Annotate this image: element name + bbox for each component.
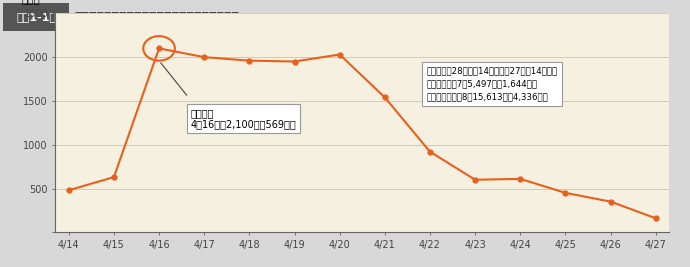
FancyBboxPatch shape [3, 3, 69, 31]
Text: （人）: （人） [21, 0, 40, 5]
Text: ピーク時
4月16日　2,100人（569隊）: ピーク時 4月16日 2,100人（569隊） [190, 108, 297, 129]
Text: 期間：平成28年４月14日～４月27日（14日間）
出動総人員＊7：5,497人（1,644隊）
延べ活動人員＊8：15,613人（4,336隊）: 期間：平成28年４月14日～４月27日（14日間） 出動総人員＊7：5,497人… [426, 66, 558, 101]
Text: 熊本地震における緊急消防援助隊活動人員の推移: 熊本地震における緊急消防援助隊活動人員の推移 [75, 11, 239, 24]
Text: 特集1-1図: 特集1-1図 [17, 12, 56, 22]
